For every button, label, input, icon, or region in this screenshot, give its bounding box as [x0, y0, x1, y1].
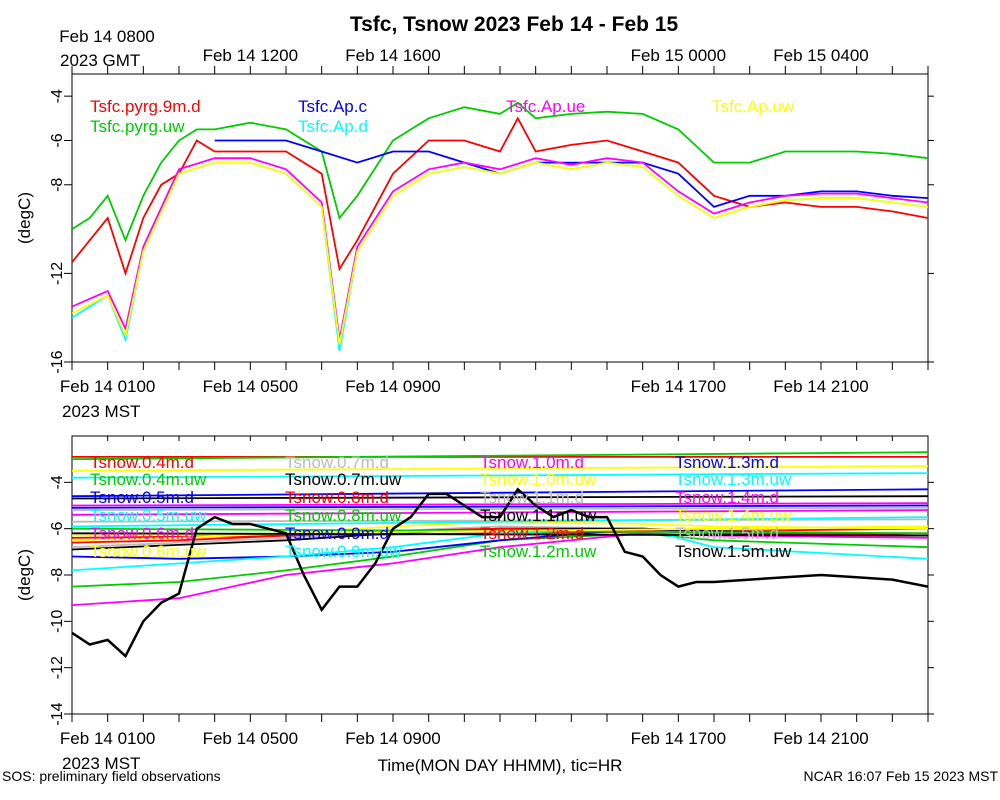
series-line-tsnow-0-7m-uw [72, 495, 928, 500]
y-tick-label: -16 [49, 350, 66, 373]
y-tick-label: -8 [49, 178, 66, 192]
y-tick-label: -6 [49, 521, 66, 535]
x-tick-label: Feb 14 1700 [631, 377, 726, 396]
series-line-tsnow-0-7m-d [72, 518, 928, 523]
series-line-tsnow-0-9m-uw [72, 527, 928, 572]
legend-label-tsnow-0-7m-uw: Tsnow.0.7m.uw [285, 470, 402, 489]
x-tick-label: Feb 14 0500 [203, 377, 298, 396]
series-line-tsnow-1-4m-d [72, 509, 928, 516]
x-tick-label: Feb 14 0900 [345, 377, 440, 396]
series-line-tsnow-1-3m-uw [72, 516, 928, 528]
y-tick-label: -12 [49, 656, 66, 679]
legend-label-tsfc-ap-ue: Tsfc.Ap.ue [506, 97, 585, 116]
y-tick-label: -4 [49, 475, 66, 489]
y-tick-label: -12 [49, 262, 66, 285]
chart-title: Tsfc, Tsnow 2023 Feb 14 - Feb 15 [350, 13, 679, 36]
legend-label-tsfc-pyrg-uw: Tsfc.pyrg.uw [90, 117, 185, 136]
series-line-tsfc-pyrg-9m-d [72, 116, 928, 277]
x-tick-label: Feb 14 0100 [60, 729, 155, 748]
top-panel: -4 -6 -8 -12 -16 (degC) Feb 14 0100 Feb 14 0500… [15, 27, 934, 421]
bottom-panel: -4 -6 -8 -10 -12 -14 (degC) Feb 14 0100 Feb 14 0… [15, 435, 934, 773]
legend-label-tsnow-1-2m-d: Tsnow.1.2m.d [480, 524, 584, 543]
legend-label-tsnow-1-2m-uw: Tsnow.1.2m.uw [480, 542, 597, 561]
legend-label-tsnow-0-7m-d: Tsnow.0.7m.d [285, 453, 389, 472]
series-line-tsfc-pyrg-uw [72, 101, 928, 243]
top-tick-label: Feb 15 0400 [773, 46, 868, 65]
legend-label-tsnow-0-8m-d: Tsnow.0.8m.d [285, 488, 389, 507]
x-axis-title: Time(MON DAY HHMM), tic=HR [378, 756, 623, 775]
series-line-tsfc-ap-uw [72, 161, 928, 345]
y-tick-label: -4 [49, 89, 66, 103]
top-tick-label: Feb 14 1200 [203, 46, 298, 65]
y-tick-label: -8 [49, 568, 66, 582]
legend-label-tsfc-ap-c: Tsfc.Ap.c [298, 97, 367, 116]
series-line-tsfc-ap-d [72, 161, 928, 352]
top-tick-label: Feb 14 1600 [345, 46, 440, 65]
x-tick-label: Feb 14 2100 [773, 377, 868, 396]
x-axis-unit: 2023 MST [62, 402, 140, 421]
legend-label-tsnow-0-5m-uw: Tsnow.0.5m.uw [90, 506, 207, 525]
x-tick-label: Feb 14 0500 [203, 729, 298, 748]
top-axis-unit: 2023 GMT [60, 51, 140, 70]
footer-left: SOS: preliminary field observations [2, 768, 221, 784]
legend-label-tsnow-1-1m-uw: Tsnow.1.1m.uw [480, 506, 597, 525]
series-line-tsnow-0-4m-uw [72, 451, 928, 461]
series-line-tsnow-1-5m-d [72, 506, 928, 511]
series-line-tsfc-ap-c [214, 139, 928, 208]
legend-label-tsnow-0-4m-uw: Tsnow.0.4m.uw [90, 470, 207, 489]
legend-label-tsnow-1-0m-uw: Tsnow.1.0m.uw [480, 470, 597, 489]
footer-right: NCAR 16:07 Feb 15 2023 MST [803, 768, 998, 784]
legend-label-tsnow-0-4m-d: Tsnow.0.4m.d [90, 453, 194, 472]
legend-label-tsnow-1-4m-uw: Tsnow.1.4m.uw [675, 506, 792, 525]
y-tick-label: -14 [49, 702, 66, 725]
legend-label-tsnow-1-3m-d: Tsnow.1.3m.d [675, 453, 779, 472]
legend-label-tsnow-1-5m-uw: Tsnow.1.5m.uw [675, 542, 792, 561]
top-tick-label: Feb 15 0000 [631, 46, 726, 65]
legend-label-tsnow-1-5m-d: Tsnow.1.5m.d [675, 524, 779, 543]
legend-label-tsnow-0-6m-uw: Tsnow.0.6m.uw [90, 542, 207, 561]
legend-label-tsnow-1-1m-d: Tsnow.1.1m.d [480, 488, 584, 507]
legend-label-tsfc-ap-uw: Tsfc.Ap.uw [712, 97, 795, 116]
x-axis-unit: 2023 MST [62, 754, 140, 773]
legend-label-tsnow-1-0m-d: Tsnow.1.0m.d [480, 453, 584, 472]
x-tick-label: Feb 14 1700 [631, 729, 726, 748]
legend-label-tsnow-0-6m-d: Tsnow.0.6m.d [90, 524, 194, 543]
plot-frame [71, 73, 929, 363]
series-line-tsnow-0-6m-d [72, 502, 928, 507]
legend-label-tsfc-pyrg-9m-d: Tsfc.pyrg.9m.d [90, 97, 201, 116]
series-line-tsnow-0-5m-uw [72, 472, 928, 479]
x-tick-label: Feb 14 0900 [345, 729, 440, 748]
legend-label-tsnow-0-9m-d: Tsnow.0.9m.d [285, 524, 389, 543]
series-line-tsnow-0-8m-uw [72, 532, 928, 588]
legend-label-tsnow-0-9m-uw: Tsnow.0.9m.uw [285, 542, 402, 561]
series-line-tsfc-ap-ue [72, 157, 928, 340]
series-line-tsnow-0-5m-d [72, 488, 928, 498]
series-line-tsnow-1-0m-uw [72, 520, 928, 542]
y-axis-label: (degC) [15, 549, 34, 601]
top-tick-label: Feb 14 0800 [59, 27, 154, 46]
legend-label-tsnow-1-4m-d: Tsnow.1.4m.d [675, 488, 779, 507]
x-tick-label: Feb 14 2100 [773, 729, 868, 748]
legend-label-tsnow-1-3m-uw: Tsnow.1.3m.uw [675, 470, 792, 489]
x-tick-label: Feb 14 0100 [60, 377, 155, 396]
legend-label-tsnow-0-5m-d: Tsnow.0.5m.d [90, 488, 194, 507]
series-line-bundle [72, 487, 928, 659]
legend-label-tsfc-ap-d: Tsfc.Ap.d [298, 117, 368, 136]
series-line-tsnow-1-5m-uw [72, 532, 928, 537]
legend-label-tsnow-0-8m-uw: Tsnow.0.8m.uw [285, 506, 402, 525]
series-line-tsnow-0-6m-uw [72, 465, 928, 472]
y-tick-label: -6 [49, 133, 66, 147]
y-axis-label: (degC) [15, 192, 34, 244]
y-tick-label: -10 [49, 610, 66, 633]
series-line-tsnow-1-3m-d [72, 504, 928, 509]
